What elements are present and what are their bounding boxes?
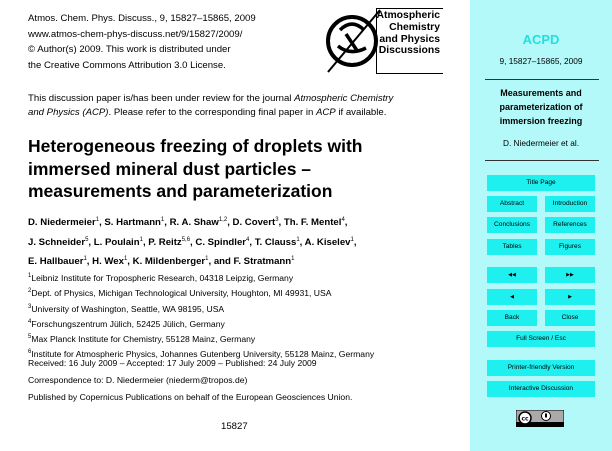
affiliation-ref: 5 xyxy=(85,236,89,243)
printer-friendly-button[interactable]: Printer-friendly Version xyxy=(487,360,595,376)
affiliation-ref: 1 xyxy=(291,256,295,262)
affiliation-ref: 1 xyxy=(139,236,143,243)
page-number: 15827 xyxy=(221,421,248,432)
abstract-button[interactable]: Abstract xyxy=(487,196,537,212)
author-line: E. Hallbauer1, H. Wex1, K. Mildenberger1… xyxy=(28,256,295,267)
navigation-sidebar: ACPD 9, 15827–15865, 2009 Measurements a… xyxy=(470,0,612,451)
author: and F. Stratmann xyxy=(213,256,292,267)
interactive-discussion-button[interactable]: Interactive Discussion xyxy=(487,381,595,397)
author: H. Wex xyxy=(92,256,124,267)
journal-logo: Atmospheric Chemistry and Physics Discussio… xyxy=(322,8,443,74)
affiliation-ref: 1 xyxy=(296,236,300,243)
fullscreen-button[interactable]: Full Screen / Esc xyxy=(487,331,595,347)
figures-button[interactable]: Figures xyxy=(545,239,595,255)
affiliation-number: 2 xyxy=(28,288,32,295)
divider xyxy=(485,160,599,161)
author: R. A. Shaw xyxy=(169,217,219,228)
affiliation: 6Institute for Atmospheric Physics, Joha… xyxy=(28,346,374,361)
url-line[interactable]: www.atmos-chem-phys-discuss.net/9/15827/… xyxy=(28,28,243,40)
license-line: the Creative Commons Attribution 3.0 Lic… xyxy=(28,59,226,71)
tables-button[interactable]: Tables xyxy=(487,239,537,255)
divider xyxy=(485,79,599,80)
author: D. Covert xyxy=(232,217,276,228)
copyright-line: © Author(s) 2009. This work is distribut… xyxy=(28,44,231,55)
affiliation-ref: 4 xyxy=(246,236,250,243)
publisher-note: Published by Copernicus Publications on … xyxy=(28,392,353,402)
citation-header: Atmos. Chem. Phys. Discuss., 9, 15827–15… xyxy=(28,11,256,73)
author: S. Hartmann xyxy=(104,217,161,228)
affiliation-ref: 1 xyxy=(205,256,209,262)
title-page-button[interactable]: Title Page xyxy=(487,175,595,191)
affiliation-text: University of Washington, Seattle, WA 98… xyxy=(31,303,225,314)
author: C. Spindler xyxy=(195,236,247,248)
introduction-button[interactable]: Introduction xyxy=(545,196,595,212)
affiliation-number: 4 xyxy=(28,318,32,325)
affiliation-list: 1Leibniz Institute for Tropospheric Rese… xyxy=(28,270,374,362)
short-title: Measurements and parameterization of immer… xyxy=(499,88,583,126)
back-button[interactable]: Back xyxy=(487,310,537,326)
author: K. Mildenberger xyxy=(132,256,206,267)
next-page-button[interactable]: ▶ xyxy=(545,289,595,305)
svg-text:cc: cc xyxy=(521,416,529,423)
author-line: J. Schneider5, L. Poulain1, P. Reitz5,6,… xyxy=(28,236,357,248)
dates: Received: 16 July 2009 – Accepted: 17 Ju… xyxy=(28,358,317,368)
affiliation-text: Dept. of Physics, Michigan Technological… xyxy=(31,288,332,299)
affiliation-number: 1 xyxy=(28,273,32,279)
close-button[interactable]: Close xyxy=(545,310,595,326)
citation-line: Atmos. Chem. Phys. Discuss., 9, 15827–15… xyxy=(28,13,256,24)
affiliation-text: Leibniz Institute for Tropospheric Resea… xyxy=(31,273,294,283)
affiliation-text: Max Planck Institute for Chemistry, 5512… xyxy=(31,334,256,345)
references-button[interactable]: References xyxy=(545,217,595,233)
cc-by-license-icon[interactable]: cc xyxy=(516,410,564,427)
affiliation-ref: 1 xyxy=(350,236,354,243)
paper-title: Heterogeneous freezing of droplets with i… xyxy=(28,136,363,201)
affiliation-text: Institute for Atmospheric Physics, Johan… xyxy=(31,349,375,360)
affiliation: 5Max Planck Institute for Chemistry, 551… xyxy=(28,331,374,346)
sidebar-citation: 9, 15827–15865, 2009 xyxy=(499,56,583,66)
author: D. Niedermeier xyxy=(28,217,96,228)
egu-logo-icon xyxy=(326,9,381,73)
affiliation: 3University of Washington, Seattle, WA 9… xyxy=(28,301,374,316)
author: Th. F. Mentel xyxy=(283,217,342,228)
author: T. Clauss xyxy=(254,236,297,248)
journal-acronym: ACPD xyxy=(522,32,560,47)
affiliation-number: 6 xyxy=(28,349,32,356)
correspondence: Correspondence to: D. Niedermeier (niede… xyxy=(28,375,248,385)
author-line: D. Niedermeier1, S. Hartmann1, R. A. Sha… xyxy=(28,217,348,228)
review-notice: This discussion paper is/has been under … xyxy=(28,93,394,118)
previous-page-button[interactable]: ◀ xyxy=(487,289,537,305)
affiliation: 4Forschungszentrum Jülich, 52425 Jülich,… xyxy=(28,316,374,331)
author: L. Poulain xyxy=(93,236,140,248)
affiliation-ref: 3 xyxy=(275,217,279,223)
author: P. Reitz xyxy=(148,236,182,248)
sidebar-authors: D. Niedermeier et al. xyxy=(502,138,580,148)
affiliation-ref: 1,2 xyxy=(218,217,228,223)
affiliation-ref: 1 xyxy=(83,256,87,262)
author: A. Kiselev xyxy=(304,236,351,248)
affiliation-ref: 1 xyxy=(160,217,165,223)
author-list: D. Niedermeier1, S. Hartmann1, R. A. Sha… xyxy=(28,212,357,271)
affiliation-ref: 4 xyxy=(341,217,345,223)
affiliation: 2Dept. of Physics, Michigan Technologica… xyxy=(28,285,374,300)
author: E. Hallbauer xyxy=(28,256,84,267)
affiliation-ref: 5,6 xyxy=(181,236,191,243)
logo-text: Atmospheric Chemistry and Physics Discussio… xyxy=(376,10,440,57)
first-page-button[interactable]: ◀◀ xyxy=(487,267,537,283)
affiliation-number: 3 xyxy=(28,303,32,310)
conclusions-button[interactable]: Conclusions xyxy=(487,217,537,233)
author: J. Schneider xyxy=(28,236,86,248)
affiliation: 1Leibniz Institute for Tropospheric Rese… xyxy=(28,270,374,285)
affiliation-ref: 1 xyxy=(95,217,100,223)
affiliation-ref: 1 xyxy=(123,256,128,262)
affiliation-number: 5 xyxy=(28,334,32,341)
affiliation-text: Forschungszentrum Jülich, 52425 Jülich, … xyxy=(31,318,225,329)
last-page-button[interactable]: ▶▶ xyxy=(545,267,595,283)
